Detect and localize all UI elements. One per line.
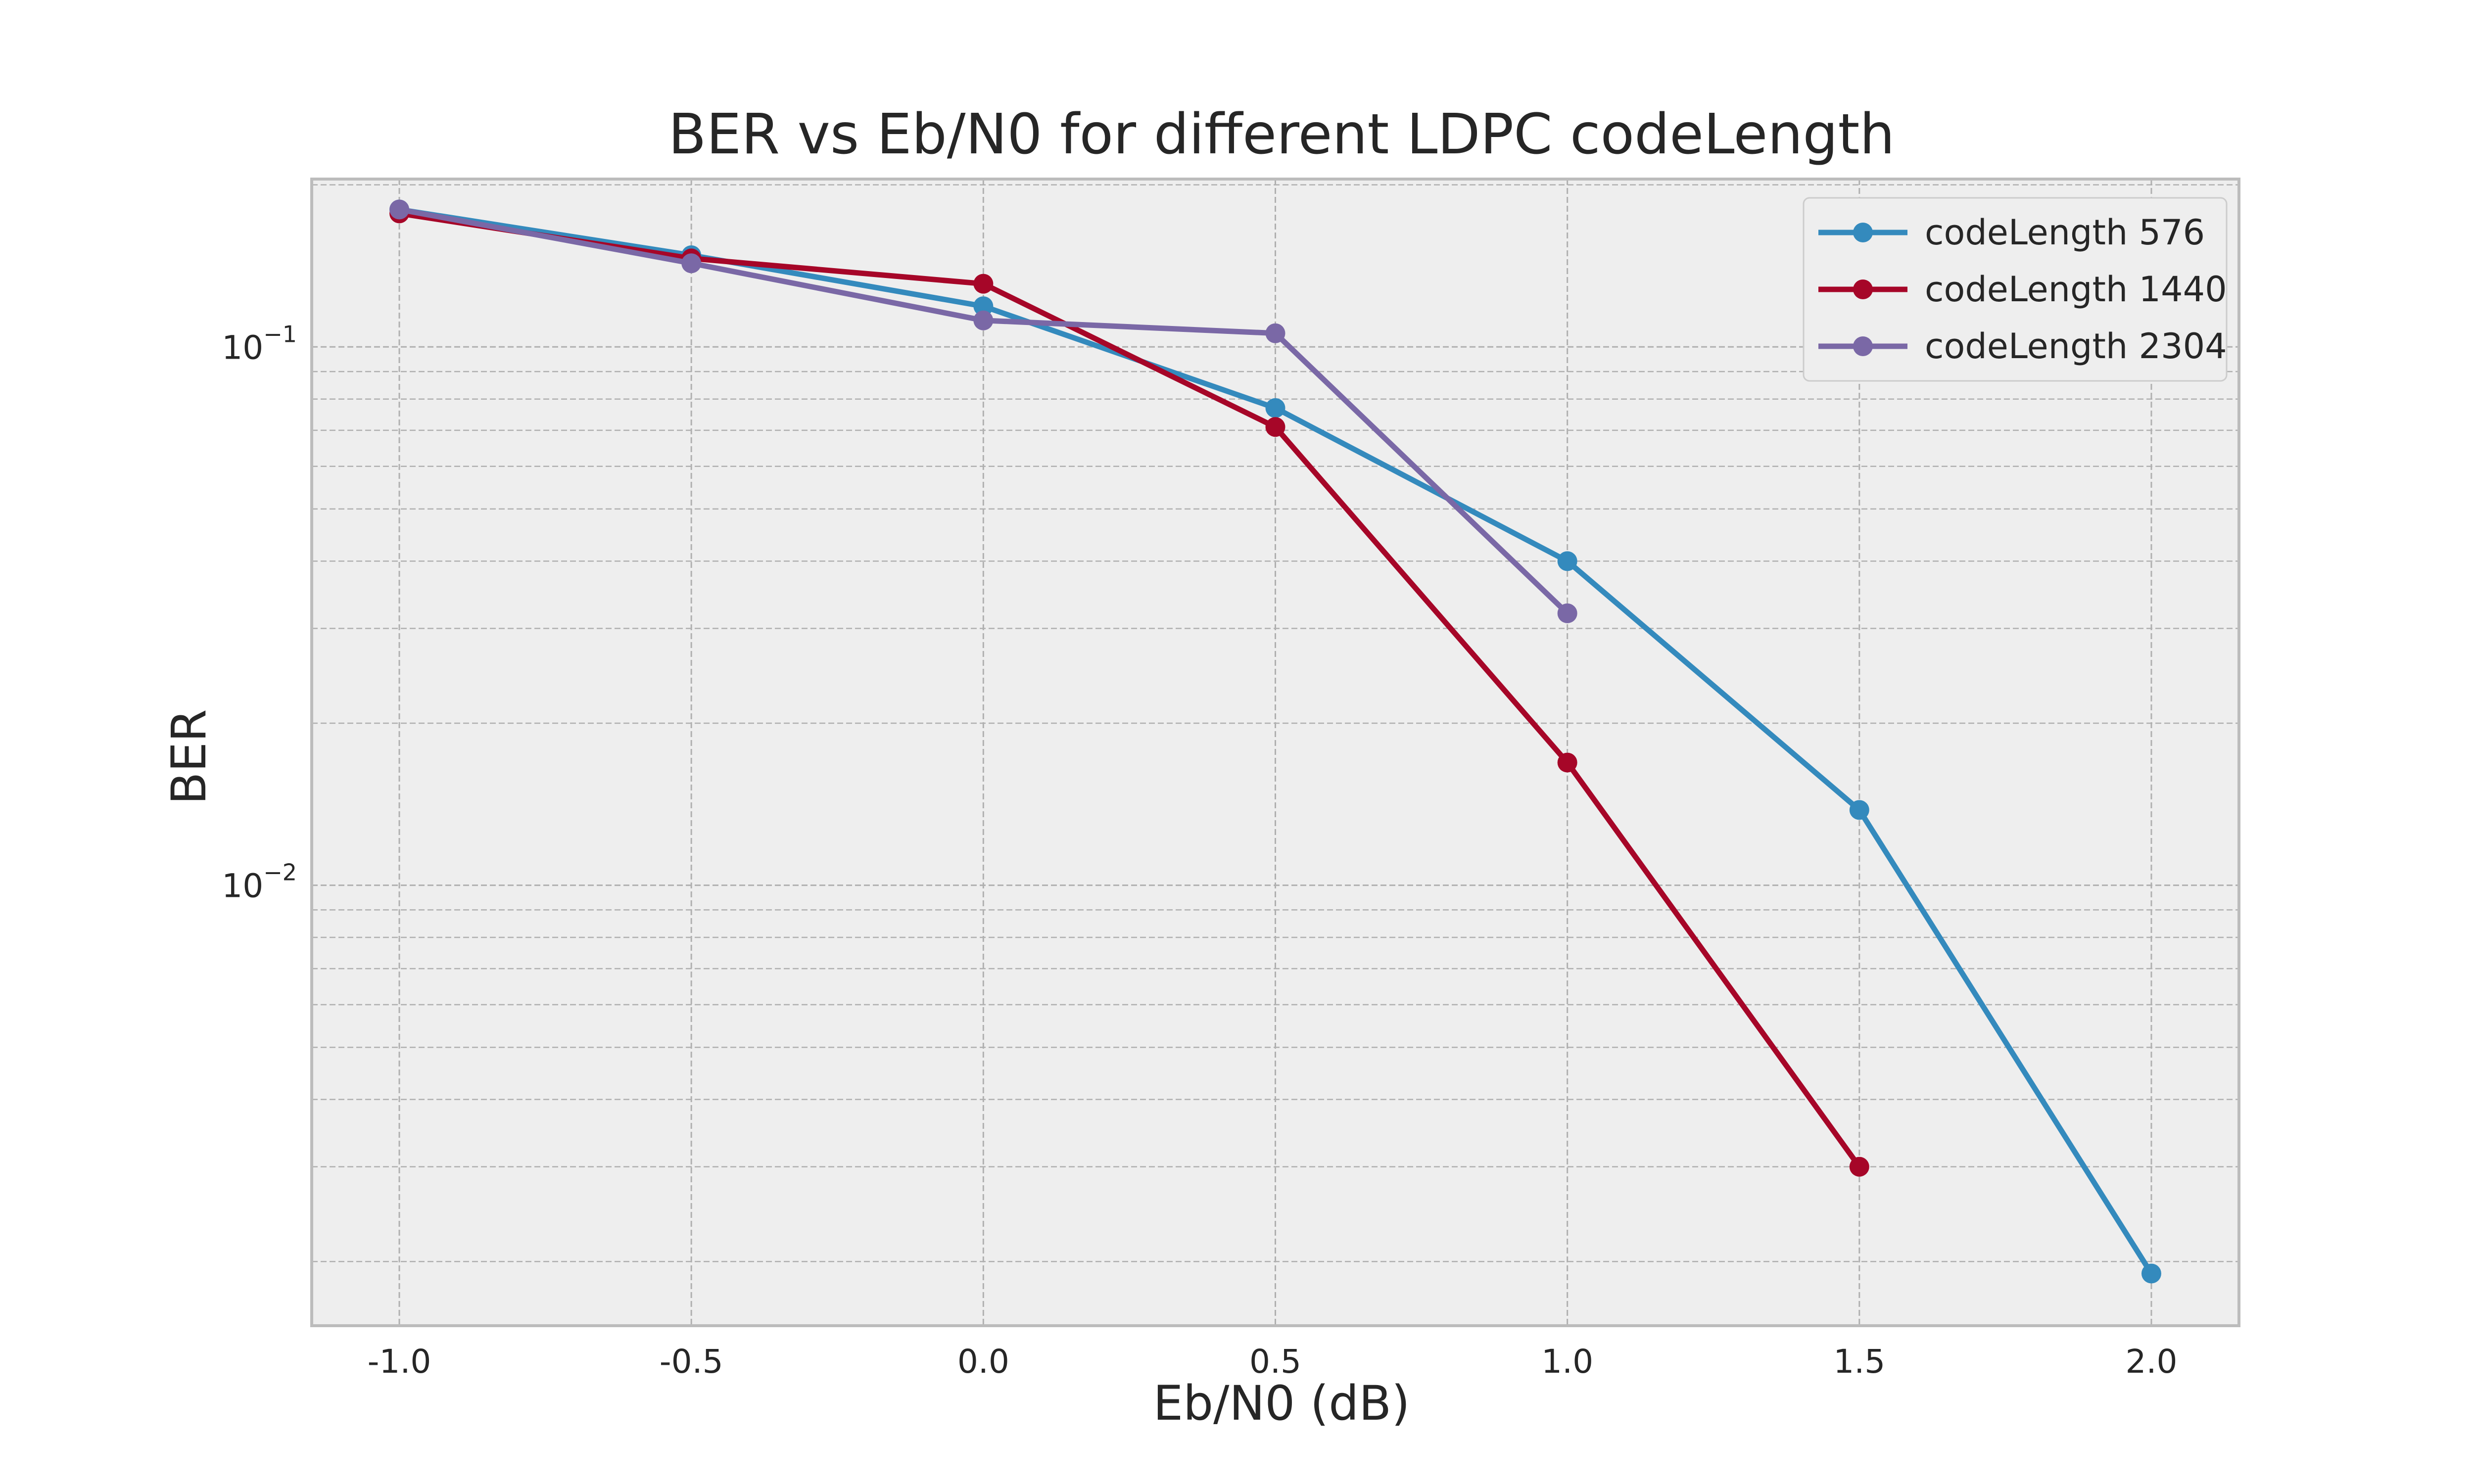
data-point [1557, 551, 1577, 571]
data-point [1265, 398, 1285, 418]
legend: codeLength 576 codeLength 1440 codeLength … [1803, 197, 2228, 382]
plot-frame [310, 178, 2240, 1327]
x-tick-label: 0.5 [1249, 1343, 1301, 1381]
legend-swatch-marker [1853, 336, 1873, 356]
x-tick-label: 1.0 [1541, 1343, 1593, 1381]
data-point [389, 199, 410, 220]
data-point [1265, 417, 1285, 437]
series-2 [389, 199, 1577, 623]
y-tick-label: 10−2 [222, 859, 297, 905]
data-point [681, 253, 702, 274]
data-point [1849, 1157, 1869, 1177]
series-line [399, 210, 1862, 1168]
data-point [2141, 1263, 2161, 1284]
x-axis-label: Eb/N0 (dB) [1153, 1376, 1410, 1431]
legend-label: codeLength 2304 [1925, 326, 2227, 367]
chart-title: BER vs Eb/N0 for different LDPC codeLeng… [668, 102, 1895, 167]
x-tick-label: 2.0 [2125, 1343, 2177, 1381]
x-tick-label: 0.0 [957, 1343, 1009, 1381]
y-axis-ticks: 10−1 10−2 [222, 321, 297, 905]
legend-swatch-marker [1853, 223, 1873, 242]
x-tick-label: -0.5 [660, 1343, 723, 1381]
x-tick-label: 1.5 [1833, 1343, 1885, 1381]
legend-label: codeLength 576 [1925, 212, 2205, 253]
legend-swatch-marker [1853, 279, 1873, 299]
series-layer [389, 199, 2161, 1284]
legend-box [1803, 197, 2228, 382]
data-point [1557, 603, 1577, 623]
y-tick-label: 10−1 [222, 321, 297, 367]
x-tick-label: -1.0 [368, 1343, 431, 1381]
x-axis-ticks: -1.0 -0.5 0.0 0.5 1.0 1.5 2.0 [368, 1343, 2178, 1381]
data-point [1849, 800, 1869, 820]
legend-item: codeLength 576 [1818, 212, 2205, 253]
legend-item: codeLength 1440 [1818, 269, 2227, 310]
data-point [973, 310, 994, 330]
y-axis-label: BER [161, 709, 217, 804]
data-point [973, 274, 994, 294]
data-point [973, 296, 994, 317]
legend-item: codeLength 2304 [1818, 326, 2227, 367]
legend-label: codeLength 1440 [1925, 269, 2227, 310]
data-point [1557, 752, 1577, 773]
data-point [1265, 323, 1285, 343]
